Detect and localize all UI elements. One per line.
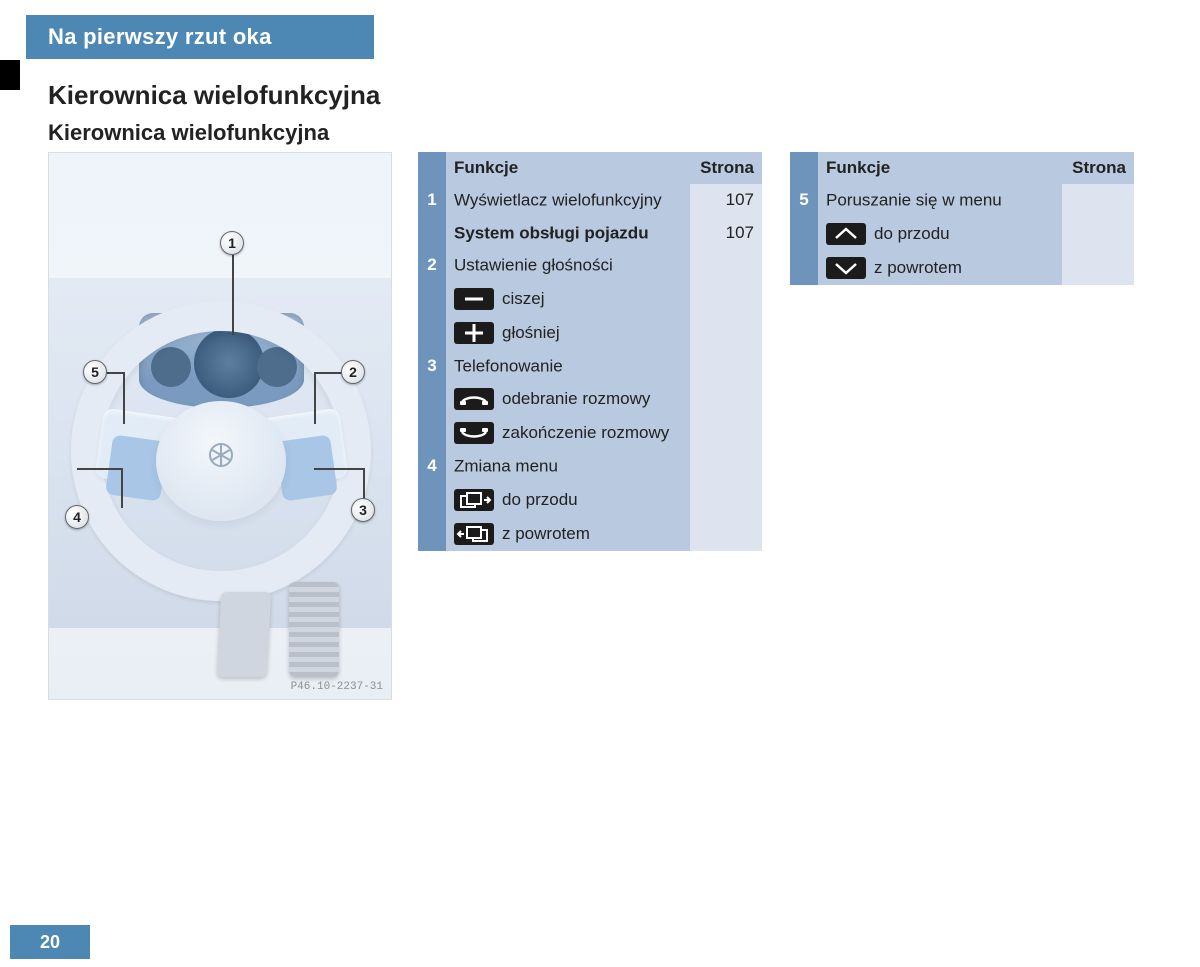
page-ref	[690, 416, 762, 450]
chapter-title: Na pierwszy rzut oka	[48, 24, 272, 50]
col-functions: Funkcje	[446, 152, 690, 184]
col-page: Strona	[690, 152, 762, 184]
page-number: 20	[10, 925, 90, 959]
chapter-banner: Na pierwszy rzut oka	[26, 15, 374, 59]
page-ref	[690, 350, 762, 383]
function-text: Wyświetlacz wielofunkcyjny	[454, 191, 662, 210]
callout-2: 2	[341, 360, 365, 384]
page-ref	[690, 450, 762, 483]
page-ref	[1062, 251, 1134, 285]
minus-icon	[454, 288, 494, 310]
page-ref: 107	[690, 184, 762, 217]
row-number: 1	[418, 184, 446, 249]
row-number: 5	[790, 184, 818, 285]
row-number: 4	[418, 450, 446, 551]
function-text: do przodu	[502, 490, 578, 509]
function-text: Telefonowanie	[454, 356, 563, 375]
page-ref	[690, 282, 762, 316]
function-text: Poruszanie się w menu	[826, 191, 1002, 210]
page-ref	[690, 249, 762, 282]
plus-icon	[454, 322, 494, 344]
menu-back-icon	[454, 523, 494, 545]
function-text: ciszej	[502, 289, 545, 308]
chevron-down-icon	[826, 257, 866, 279]
page-ref: 107	[690, 217, 762, 250]
chevron-up-icon	[826, 223, 866, 245]
page-ref	[690, 483, 762, 517]
page-ref	[690, 382, 762, 416]
function-text: zakończenie rozmowy	[502, 423, 669, 442]
row-number: 3	[418, 350, 446, 451]
callout-3: 3	[351, 498, 375, 522]
page-ref	[690, 316, 762, 350]
section-heading-2: Kierownica wielofunkcyjna	[48, 120, 329, 146]
function-text: z powrotem	[874, 258, 962, 277]
menu-fwd-icon	[454, 489, 494, 511]
row-number: 2	[418, 249, 446, 350]
figure-reference: P46.10-2237-31	[291, 681, 383, 693]
callout-4: 4	[65, 505, 89, 529]
functions-table-1: FunkcjeStrona 1 Wyświetlacz wielofunkcyjny…	[418, 152, 762, 551]
callout-1: 1	[220, 231, 244, 255]
col-functions: Funkcje	[818, 152, 1062, 184]
function-text: do przodu	[874, 224, 950, 243]
function-text: System obsługi pojazdu	[454, 223, 649, 242]
functions-table-2: FunkcjeStrona 5 Poruszanie się w menu do pr…	[790, 152, 1134, 285]
section-index-tab	[0, 60, 20, 90]
function-text: z powrotem	[502, 524, 590, 543]
section-heading-1: Kierownica wielofunkcyjna	[48, 80, 380, 111]
callout-5: 5	[83, 360, 107, 384]
page-ref	[1062, 217, 1134, 251]
phone-hangup-icon	[454, 422, 494, 444]
page-ref	[690, 517, 762, 551]
function-text: głośniej	[502, 323, 560, 342]
function-text: odebranie rozmowy	[502, 389, 650, 408]
page-ref	[1062, 184, 1134, 217]
col-page: Strona	[1062, 152, 1134, 184]
function-text: Ustawienie głośności	[454, 256, 613, 275]
function-text: Zmiana menu	[454, 457, 558, 476]
steering-wheel-illustration: 1 2 3 4 5 P46.10-2237-31	[48, 152, 392, 700]
phone-pickup-icon	[454, 388, 494, 410]
